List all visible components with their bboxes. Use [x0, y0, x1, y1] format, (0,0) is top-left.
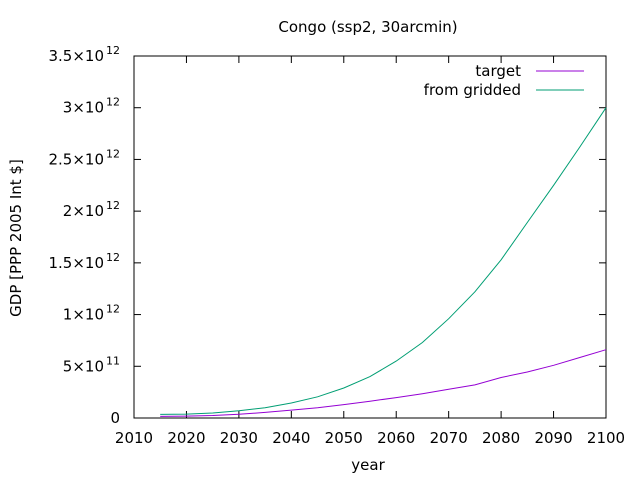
- y-tick-mantissa: 1.5×10: [48, 254, 104, 272]
- series-lines: [160, 107, 607, 417]
- y-tick-label: 5×10 11: [63, 354, 120, 375]
- legend-label: from gridded: [424, 81, 521, 99]
- y-tick-mantissa: 5×10: [63, 357, 104, 375]
- y-tick-mantissa: 2.5×10: [48, 150, 104, 168]
- x-tick-label: 2060: [377, 429, 415, 447]
- y-tick-label: 3.5×10 12: [48, 44, 120, 65]
- y-tick-label: 2×10 12: [63, 199, 120, 220]
- y-tick-label: 0: [110, 409, 120, 427]
- plot-frame: [133, 55, 607, 419]
- x-tick-label: 2050: [325, 429, 363, 447]
- x-tick-label: 2080: [482, 429, 520, 447]
- y-tick-exponent: 12: [106, 199, 120, 212]
- x-axis-label: year: [351, 456, 385, 474]
- y-tick-exponent: 12: [106, 147, 120, 160]
- y-tick-exponent: 12: [106, 251, 120, 264]
- y-axis: 05×10 111×10 121.5×10 122×10 122.5×10 123×10 1…: [48, 44, 606, 427]
- y-tick-exponent: 12: [106, 303, 120, 316]
- y-tick-exponent: 12: [106, 44, 120, 57]
- x-tick-label: 2090: [534, 429, 572, 447]
- y-tick-exponent: 12: [106, 96, 120, 109]
- series-line-1: [160, 107, 607, 415]
- x-tick-label: 2010: [115, 429, 153, 447]
- y-tick-label: 1×10 12: [63, 303, 120, 324]
- x-tick-label: 2100: [587, 429, 625, 447]
- y-tick-label: 1.5×10 12: [48, 251, 120, 272]
- y-tick-mantissa: 2×10: [63, 202, 104, 220]
- x-tick-label: 2030: [220, 429, 258, 447]
- x-tick-label: 2040: [272, 429, 310, 447]
- chart-title: Congo (ssp2, 30arcmin): [278, 18, 457, 36]
- x-tick-label: 2020: [167, 429, 205, 447]
- y-tick-exponent: 11: [106, 354, 120, 367]
- y-axis-label: GDP [PPP 2005 Int $]: [7, 159, 25, 317]
- y-tick-mantissa: 1×10: [63, 306, 104, 324]
- y-tick-mantissa: 0: [110, 409, 120, 427]
- y-tick-mantissa: 3×10: [63, 99, 104, 117]
- y-tick-label: 2.5×10 12: [48, 147, 120, 168]
- x-tick-label: 2070: [430, 429, 468, 447]
- y-tick-label: 3×10 12: [63, 96, 120, 117]
- series-line-0: [160, 349, 607, 417]
- x-axis: 2010 2020 2030 2040 2050 2060 2070 2080 2090 2100: [115, 56, 625, 447]
- y-tick-mantissa: 3.5×10: [48, 47, 104, 65]
- legend-label: target: [475, 62, 521, 80]
